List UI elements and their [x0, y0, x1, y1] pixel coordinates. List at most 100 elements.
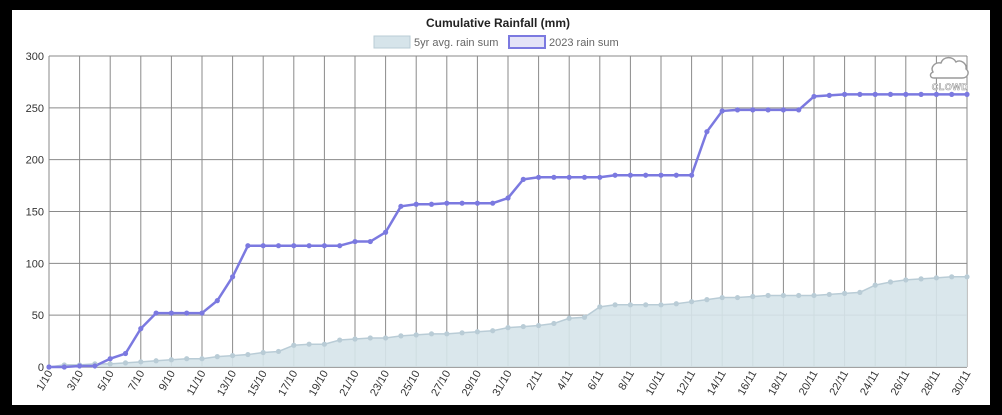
point-5yr-avg[interactable]	[459, 330, 465, 336]
point-2023[interactable]	[383, 229, 389, 235]
point-2023[interactable]	[505, 195, 511, 201]
point-2023[interactable]	[903, 91, 909, 97]
point-5yr-avg[interactable]	[337, 337, 343, 343]
point-5yr-avg[interactable]	[719, 294, 725, 301]
point-5yr-avg[interactable]	[658, 302, 664, 308]
point-5yr-avg[interactable]	[153, 358, 159, 364]
point-2023[interactable]	[214, 298, 220, 304]
point-2023[interactable]	[199, 310, 205, 316]
point-2023[interactable]	[811, 93, 817, 100]
point-2023[interactable]	[428, 201, 435, 207]
point-2023[interactable]	[260, 243, 266, 249]
point-2023[interactable]	[949, 91, 955, 97]
point-2023[interactable]	[597, 174, 603, 180]
point-2023[interactable]	[77, 363, 83, 369]
point-2023[interactable]	[245, 243, 251, 249]
point-2023[interactable]	[138, 326, 144, 332]
point-2023[interactable]	[643, 172, 649, 178]
point-5yr-avg[interactable]	[306, 341, 312, 347]
legend-label-2023[interactable]: 2023 rain sum	[549, 37, 619, 49]
point-2023[interactable]	[627, 172, 634, 178]
point-5yr-avg[interactable]	[367, 335, 373, 341]
point-2023[interactable]	[734, 107, 741, 113]
point-5yr-avg[interactable]	[184, 356, 190, 362]
point-5yr-avg[interactable]	[413, 332, 419, 338]
point-5yr-avg[interactable]	[643, 302, 649, 308]
point-2023[interactable]	[964, 91, 970, 97]
point-2023[interactable]	[612, 172, 618, 178]
point-2023[interactable]	[168, 310, 174, 316]
point-5yr-avg[interactable]	[780, 292, 787, 299]
point-2023[interactable]	[459, 200, 465, 206]
point-5yr-avg[interactable]	[918, 276, 924, 282]
point-2023[interactable]	[306, 243, 312, 249]
point-5yr-avg[interactable]	[352, 336, 358, 342]
point-5yr-avg[interactable]	[138, 359, 144, 365]
point-5yr-avg[interactable]	[520, 323, 526, 330]
point-5yr-avg[interactable]	[673, 301, 679, 307]
point-5yr-avg[interactable]	[566, 315, 572, 321]
point-2023[interactable]	[46, 364, 52, 370]
point-2023[interactable]	[444, 200, 450, 206]
point-5yr-avg[interactable]	[444, 331, 450, 337]
point-5yr-avg[interactable]	[551, 320, 557, 327]
point-2023[interactable]	[413, 201, 419, 207]
point-5yr-avg[interactable]	[214, 354, 220, 360]
point-2023[interactable]	[826, 92, 832, 98]
point-5yr-avg[interactable]	[933, 275, 940, 281]
point-5yr-avg[interactable]	[490, 328, 496, 334]
point-5yr-avg[interactable]	[857, 289, 863, 295]
point-5yr-avg[interactable]	[903, 277, 909, 283]
point-2023[interactable]	[92, 363, 98, 369]
point-2023[interactable]	[842, 91, 848, 97]
point-5yr-avg[interactable]	[826, 291, 832, 298]
point-2023[interactable]	[398, 203, 404, 209]
point-2023[interactable]	[490, 200, 496, 206]
point-5yr-avg[interactable]	[872, 282, 878, 288]
point-2023[interactable]	[291, 243, 297, 249]
point-5yr-avg[interactable]	[168, 357, 174, 363]
point-2023[interactable]	[566, 174, 572, 180]
point-5yr-avg[interactable]	[627, 302, 634, 308]
point-5yr-avg[interactable]	[949, 274, 955, 280]
point-2023[interactable]	[474, 200, 480, 206]
point-2023[interactable]	[184, 310, 190, 316]
point-2023[interactable]	[107, 356, 113, 362]
point-5yr-avg[interactable]	[291, 342, 297, 348]
point-2023[interactable]	[536, 174, 542, 180]
legend[interactable]: 5yr avg. rain sum 2023 rain sum	[373, 35, 619, 49]
point-5yr-avg[interactable]	[536, 322, 542, 329]
point-5yr-avg[interactable]	[107, 361, 113, 367]
point-5yr-avg[interactable]	[199, 356, 205, 362]
point-5yr-avg[interactable]	[230, 352, 236, 359]
point-5yr-avg[interactable]	[734, 294, 741, 301]
point-2023[interactable]	[918, 91, 924, 97]
point-5yr-avg[interactable]	[245, 351, 251, 358]
point-2023[interactable]	[872, 91, 878, 97]
point-2023[interactable]	[780, 107, 787, 113]
point-5yr-avg[interactable]	[704, 297, 710, 303]
point-5yr-avg[interactable]	[750, 293, 756, 300]
point-5yr-avg[interactable]	[811, 292, 817, 299]
point-2023[interactable]	[275, 243, 282, 249]
point-2023[interactable]	[765, 107, 771, 113]
point-5yr-avg[interactable]	[321, 341, 327, 347]
point-5yr-avg[interactable]	[398, 333, 404, 339]
point-2023[interactable]	[122, 350, 129, 357]
point-2023[interactable]	[230, 274, 236, 280]
point-2023[interactable]	[321, 243, 327, 249]
point-2023[interactable]	[933, 91, 940, 97]
point-2023[interactable]	[796, 107, 802, 113]
point-2023[interactable]	[61, 364, 67, 370]
point-2023[interactable]	[352, 238, 358, 245]
point-5yr-avg[interactable]	[887, 279, 894, 285]
point-2023[interactable]	[750, 107, 756, 113]
point-2023[interactable]	[581, 174, 588, 180]
point-5yr-avg[interactable]	[964, 274, 970, 280]
point-5yr-avg[interactable]	[275, 348, 282, 355]
point-2023[interactable]	[153, 310, 159, 316]
point-5yr-avg[interactable]	[474, 329, 480, 335]
point-2023[interactable]	[367, 238, 373, 245]
point-5yr-avg[interactable]	[842, 290, 848, 296]
point-2023[interactable]	[520, 176, 526, 182]
